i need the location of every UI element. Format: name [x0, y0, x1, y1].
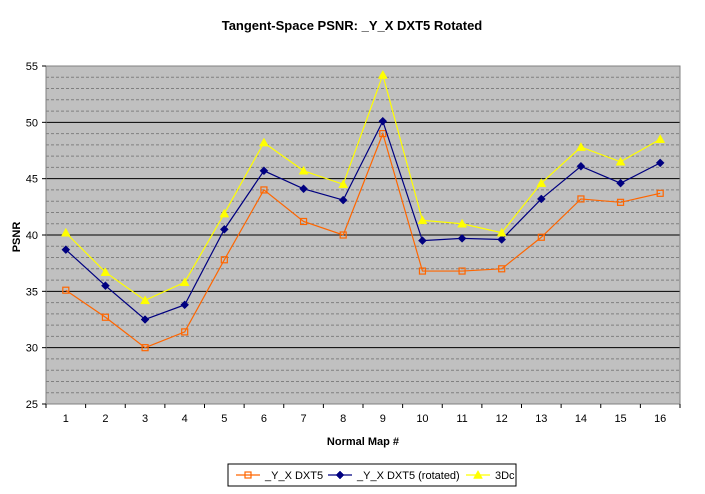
series-line-3: [65, 73, 661, 302]
x-tick-label: 8: [340, 413, 346, 425]
y-tick-label: 25: [26, 399, 38, 411]
x-tick-label: 2: [102, 413, 108, 425]
legend-label: 3Dc: [495, 470, 515, 482]
data-point: [417, 215, 428, 225]
legend-marker: [473, 469, 483, 479]
data-point: [656, 189, 664, 197]
data-point: [378, 116, 388, 126]
y-tick-label: 45: [26, 174, 38, 186]
data-point: [537, 233, 545, 241]
data-point: [60, 227, 71, 237]
x-tick-label: 13: [535, 413, 547, 425]
series-line-2: [65, 119, 661, 321]
data-point: [536, 194, 546, 204]
x-tick-label: 16: [654, 413, 666, 425]
y-tick-label: 30: [26, 343, 38, 355]
x-tick-label: 12: [496, 413, 508, 425]
data-point: [615, 156, 626, 166]
y-tick-label: 50: [26, 117, 38, 129]
data-point: [458, 267, 466, 275]
data-point: [616, 198, 625, 206]
x-tick-label: 1: [63, 413, 69, 425]
legend-marker: [244, 471, 252, 479]
y-tick-label: 40: [26, 230, 38, 242]
data-point: [576, 142, 586, 151]
legend-label: _Y_X DXT5 (rotated): [356, 470, 460, 482]
legend-marker: [335, 470, 345, 480]
data-point: [181, 328, 189, 336]
data-point: [61, 245, 71, 255]
data-point: [536, 178, 547, 187]
data-point: [577, 195, 585, 203]
data-point: [379, 130, 387, 138]
y-tick-label: 35: [26, 286, 38, 298]
series-line-1: [65, 131, 661, 349]
data-point: [180, 300, 190, 310]
legend-box: [227, 463, 517, 487]
data-point: [140, 315, 150, 324]
data-point: [219, 225, 229, 234]
data-point: [101, 281, 110, 291]
data-point: [418, 267, 427, 275]
x-tick-label: 10: [416, 413, 428, 425]
data-point: [616, 178, 625, 188]
y-tick-label: 55: [26, 61, 38, 73]
data-point: [496, 227, 507, 237]
data-point: [497, 235, 507, 244]
data-point: [655, 134, 666, 143]
x-tick-label: 3: [142, 413, 148, 425]
data-point: [101, 313, 110, 321]
data-point: [457, 218, 467, 228]
legend-label: _Y_X DXT5: [264, 470, 323, 482]
y-axis-label: PSNR: [11, 222, 23, 253]
data-point: [219, 208, 230, 218]
data-point: [418, 236, 427, 245]
chart-title: Tangent-Space PSNR: _Y_X DXT5 Rotated: [222, 18, 483, 33]
data-point: [299, 184, 308, 194]
x-tick-label: 15: [614, 413, 626, 425]
x-tick-label: 4: [182, 413, 188, 425]
data-point: [576, 161, 586, 171]
data-point: [338, 179, 349, 189]
data-point: [655, 158, 665, 168]
x-tick-label: 14: [575, 413, 587, 425]
data-point: [338, 195, 348, 205]
data-point: [339, 231, 347, 239]
data-point: [140, 295, 150, 305]
x-tick-label: 9: [380, 413, 386, 425]
data-point: [298, 165, 309, 175]
data-point: [220, 256, 228, 264]
data-point: [260, 186, 268, 194]
data-point: [259, 166, 269, 176]
x-axis-label: Normal Map #: [327, 436, 399, 448]
data-point: [259, 137, 269, 147]
data-point: [141, 344, 149, 352]
data-point: [377, 70, 388, 79]
x-tick-label: 6: [261, 413, 267, 425]
data-point: [179, 277, 190, 287]
legend: _Y_X DXT5 _Y_X DXT5 (rotated) 3Dc: [227, 463, 517, 487]
data-point: [100, 267, 111, 276]
data-point: [62, 286, 70, 294]
x-tick-label: 11: [456, 413, 467, 425]
x-tick-label: 5: [221, 413, 227, 425]
data-point: [498, 265, 506, 273]
x-tick-label: 7: [301, 413, 307, 425]
data-point: [457, 234, 467, 243]
data-point: [299, 217, 308, 226]
